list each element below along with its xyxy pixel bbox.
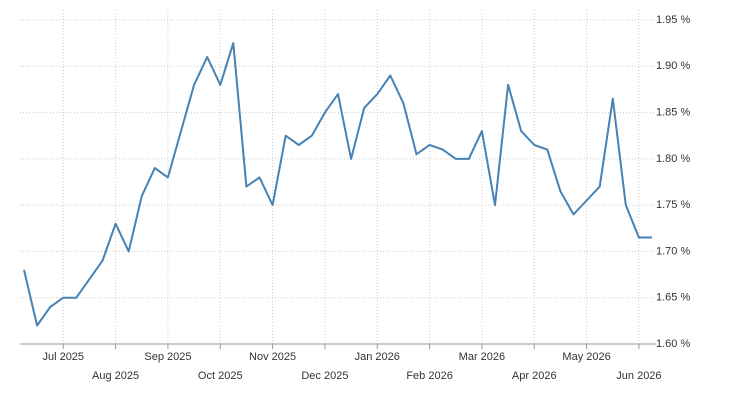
y-tick-label: 1.70 % — [656, 245, 690, 257]
x-tick-label: Dec 2025 — [301, 370, 348, 382]
y-tick-label: 1.95 % — [656, 14, 690, 26]
x-tick-label: Nov 2025 — [249, 351, 296, 363]
x-tick-label: Feb 2026 — [406, 370, 452, 382]
x-tick-label: Mar 2026 — [459, 351, 505, 363]
x-tick-label: Oct 2025 — [198, 370, 243, 382]
x-tick-label: Sep 2025 — [144, 351, 191, 363]
y-tick-label: 1.80 % — [656, 153, 690, 165]
x-tick-label: Jan 2026 — [355, 351, 400, 363]
y-tick-label: 1.75 % — [656, 199, 690, 211]
x-tick-label: Jul 2025 — [42, 351, 84, 363]
x-tick-label: Aug 2025 — [92, 370, 139, 382]
y-tick-label: 1.90 % — [656, 60, 690, 72]
x-tick-label: Apr 2026 — [512, 370, 557, 382]
line — [23, 42, 652, 327]
x-tick-label: Jun 2026 — [616, 370, 661, 382]
y-tick-label: 1.65 % — [656, 292, 690, 304]
y-tick-label: 1.85 % — [656, 106, 690, 118]
y-tick-label: 1.60 % — [656, 338, 690, 350]
x-tick-label: May 2026 — [562, 351, 610, 363]
